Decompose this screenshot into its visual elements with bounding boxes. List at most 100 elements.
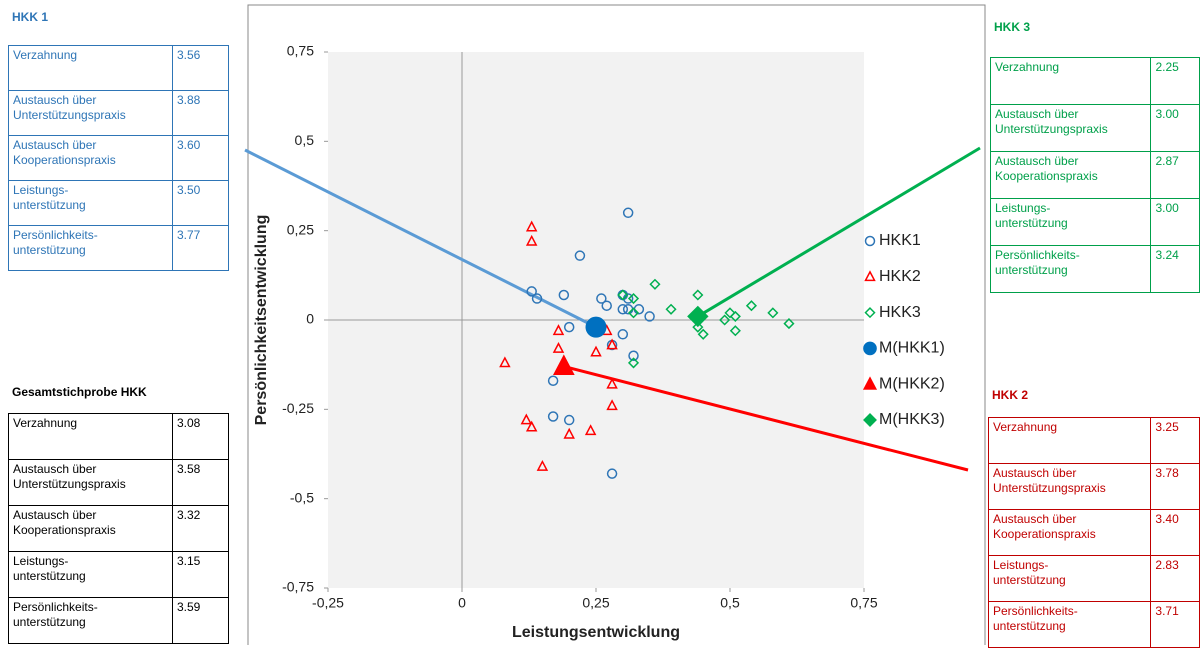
table-label: Persönlichkeits- unterstützung — [8, 597, 173, 644]
table-value: 3.56 — [172, 45, 229, 91]
marker — [526, 286, 537, 297]
table-label: Leistungs- unterstützung — [989, 198, 1152, 246]
marker — [622, 207, 634, 219]
legend-label: HKK2 — [879, 268, 921, 285]
marker — [574, 250, 586, 261]
table-value: 2.83 — [1150, 555, 1200, 602]
table-value: 3.00 — [1150, 198, 1200, 246]
y-tick-label: -0,75 — [282, 579, 314, 595]
table-label: Persönlichkeits- unterstützung — [987, 601, 1152, 648]
table-label: Verzahnung — [987, 417, 1152, 464]
marker — [552, 342, 565, 353]
table-row: Leistungs- unterstützung 3.50 — [8, 180, 229, 226]
table-value: 2.87 — [1150, 151, 1200, 199]
marker — [729, 310, 741, 322]
x-axis-title: Leistungsentwicklung — [512, 624, 680, 641]
marker — [783, 318, 795, 330]
legend-marker — [862, 376, 878, 390]
table-value: 3.24 — [1150, 245, 1200, 293]
marker — [563, 427, 575, 439]
table-row: Verzahnung 3.56 — [8, 45, 229, 91]
marker — [499, 356, 511, 368]
x-tick-label: 0 — [458, 595, 466, 611]
table-row: Persönlichkeits- unterstützung 3.59 — [8, 597, 229, 644]
table-row: Verzahnung 2.25 — [989, 57, 1200, 105]
x-tick-label: 0,5 — [720, 595, 740, 611]
table-label: Austausch über Kooperationspraxis — [989, 151, 1152, 199]
series — [499, 220, 618, 471]
table-row: Austausch über Kooperationspraxis 3.40 — [987, 509, 1200, 556]
series — [526, 207, 655, 479]
marker — [552, 324, 565, 336]
marker — [729, 325, 741, 337]
series — [585, 316, 607, 338]
legend-label: M(HKK3) — [879, 411, 945, 428]
marker — [563, 321, 575, 333]
marker — [536, 459, 549, 471]
y-tick-label: 0,5 — [295, 132, 315, 148]
connector — [697, 146, 981, 318]
table-row: Persönlichkeits- unterstützung 3.24 — [989, 245, 1200, 293]
legend-marker — [864, 307, 876, 319]
marker — [553, 354, 575, 375]
table-label: Persönlichkeits- unterstützung — [8, 225, 173, 271]
series — [553, 354, 575, 375]
marker — [584, 424, 597, 436]
legend-marker — [864, 270, 876, 282]
table-value: 3.58 — [172, 459, 229, 506]
table: Verzahnung 3.25 Austausch über Unterstützu… — [987, 417, 1200, 648]
table-value: 3.88 — [172, 90, 229, 136]
table-label: Persönlichkeits- unterstützung — [989, 245, 1152, 293]
table-label: Austausch über Kooperationspraxis — [8, 505, 173, 552]
y-tick-label: -0,5 — [290, 489, 314, 505]
table-value: 3.71 — [1150, 601, 1200, 648]
table-label: Austausch über Unterstützungspraxis — [989, 104, 1152, 152]
marker — [585, 316, 607, 338]
marker — [644, 311, 655, 322]
y-tick-label: 0,75 — [287, 43, 314, 59]
marker — [719, 314, 731, 326]
marker — [563, 414, 575, 426]
table: Verzahnung 2.25 Austausch über Unterstützu… — [989, 57, 1200, 293]
marker — [547, 411, 559, 422]
table-label: Leistungs- unterstützung — [987, 555, 1152, 602]
legend-label: HKK3 — [879, 304, 921, 321]
y-tick-label: 0,25 — [287, 221, 314, 237]
marker — [627, 357, 640, 369]
x-tick-label: -0,25 — [312, 595, 344, 611]
marker — [627, 307, 640, 319]
table-label: Austausch über Unterstützungspraxis — [8, 459, 173, 506]
table-value: 3.32 — [172, 505, 229, 552]
table-label: Verzahnung — [989, 57, 1152, 105]
marker — [525, 220, 538, 232]
table: Verzahnung 3.08 Austausch über Unterstützu… — [8, 413, 229, 644]
table-row: Austausch über Unterstützungspraxis 3.78 — [987, 463, 1200, 510]
marker — [692, 289, 704, 301]
marker — [628, 350, 639, 361]
marker — [606, 468, 618, 479]
marker — [606, 338, 618, 350]
marker — [531, 293, 543, 304]
table-label: Leistungs- unterstützung — [8, 180, 173, 226]
table-row: Austausch über Kooperationspraxis 2.87 — [989, 151, 1200, 199]
table-row: Persönlichkeits- unterstützung 3.77 — [8, 225, 229, 271]
marker — [525, 234, 538, 246]
table-label: Verzahnung — [8, 45, 173, 91]
table-value: 3.25 — [1150, 417, 1200, 464]
table-value: 3.00 — [1150, 104, 1200, 152]
table-row: Persönlichkeits- unterstützung 3.71 — [987, 601, 1200, 648]
table-row: Austausch über Kooperationspraxis 3.32 — [8, 505, 229, 552]
marker — [617, 289, 629, 301]
legend-label: M(HKK2) — [879, 375, 945, 392]
table-value: 3.60 — [172, 135, 229, 181]
y-tick-label: 0 — [306, 311, 314, 327]
connector — [563, 365, 969, 472]
marker — [767, 307, 779, 319]
legend-marker — [863, 413, 877, 427]
table-title: HKK 2 — [992, 388, 1029, 402]
marker — [724, 307, 736, 319]
marker — [627, 292, 640, 305]
table-label: Austausch über Kooperationspraxis — [8, 135, 173, 181]
